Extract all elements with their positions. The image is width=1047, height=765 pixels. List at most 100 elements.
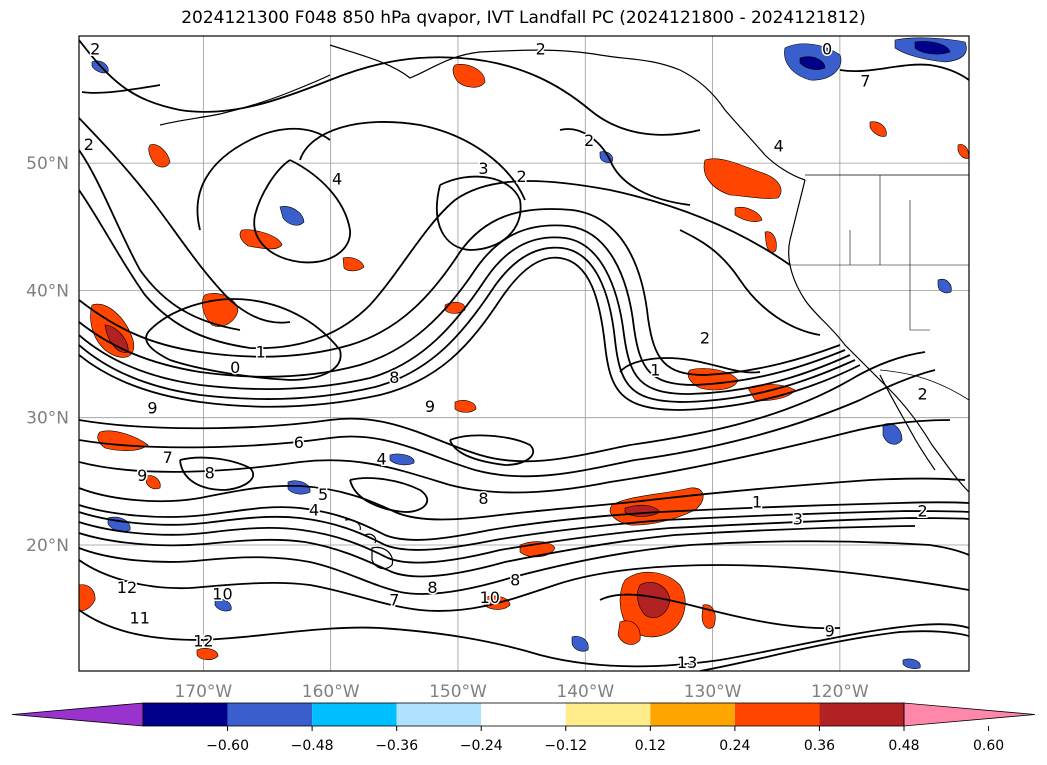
colorbar: −0.60 −0.48 −0.36 −0.24 −0.12 0.12 0.24 0.36 0.4… [11,702,1036,754]
lon-tick-label: 170°W [174,682,232,702]
ivt-contour-line [79,419,951,494]
lon-tick-label: 120°W [811,682,869,702]
ivt-contour-line [79,236,851,395]
axis-tick-labels: 50°N 40°N 30°N 20°N 170°W 160°W 150°W 140°W 130°… [26,154,869,702]
colorbar-tick-label: 0.48 [888,738,919,754]
contour-label: 0 [822,40,832,59]
negative-anomaly-patch [902,658,921,669]
map-frame [78,35,970,672]
colorbar-segment [312,703,397,726]
contour-label: 2 [90,40,100,59]
contour-label: 9 [825,621,835,640]
colorbar-tick-label: 0.36 [804,738,835,754]
contour-label: 4 [376,449,386,468]
contour-label: 8 [205,463,215,482]
contour-label: 5 [318,485,328,504]
alaska-coast [329,44,806,181]
map-title: 2024121300 F048 850 hPa qvapor, IVT Land… [181,8,866,28]
ivt-contour-line [79,351,926,463]
contour-label: 8 [427,578,437,597]
ivt-contour-line [79,180,791,350]
ivt-contour-line [79,525,916,578]
positive-anomaly-patch [703,158,782,199]
ivt-contour-line [79,510,969,551]
contour-label: 4 [309,500,319,519]
north-america-coast [788,179,969,493]
contour-label: 1 [650,360,660,379]
contour-label: 10 [480,588,500,607]
colorbar-segment [143,703,228,726]
hawaii-islands [344,519,394,570]
positive-anomaly-patch [734,207,763,222]
ivt-contour-line [79,39,701,136]
contour-label: 7 [163,448,173,467]
contour-label: 2 [584,131,594,150]
ivt-contour-line [79,369,936,478]
baja-california [879,374,936,471]
colorbar-tick-label: −0.36 [375,738,418,754]
ivt-contour-line [79,117,291,324]
contour-label: 1 [256,343,266,362]
contour-label: 2 [918,502,928,521]
colorbar-segment [396,703,482,726]
ivt-contour-line [559,128,691,206]
contour-label: 2 [700,329,710,348]
contour-label: 12 [117,578,137,597]
negative-anomaly-patch [389,453,415,466]
positive-anomaly-patch [454,400,477,413]
colorbar-tick-label: 0.60 [973,738,1004,754]
ivt-contour-line [79,517,969,564]
lat-tick-label: 40°N [26,281,69,301]
contour-label: 9 [137,466,147,485]
contour-label: 9 [425,397,435,416]
contour-label: 2 [84,135,94,154]
contour-label: 9 [147,399,157,418]
contour-label: 12 [193,631,213,650]
state-border [909,200,930,331]
ivt-contour-line [79,501,969,541]
contour-label: 11 [130,609,150,628]
negative-anomaly-patch [937,279,952,294]
negative-anomaly-patch [279,206,305,226]
positive-anomaly-patch [869,121,887,137]
negative-anomaly-patch [287,480,311,495]
colorbar-extend-high [903,702,1036,727]
colorbar-segment [565,703,651,726]
lon-tick-label: 150°W [429,682,487,702]
ivt-contour-line [349,477,429,513]
positive-anomaly-patch [148,144,171,168]
ivt-contour-line [435,175,522,251]
ivt-contour-line [79,208,841,376]
ivt-contour-line [619,357,761,374]
colorbar-tick-label: 0.12 [635,738,666,754]
negative-anomaly-patch [214,598,232,612]
contour-label: 8 [478,489,488,508]
ivt-contour-line [699,630,969,671]
positive-anomaly-patch [764,231,777,253]
contour-label: 1 [752,493,762,512]
positive-anomaly-patch [444,301,466,314]
negative-anomaly-patch [784,43,842,81]
lat-tick-label: 20°N [26,536,69,556]
colorbar-tick-label: 0.24 [719,738,750,754]
positive-anomaly-patch [196,648,219,660]
colorbar-frame [142,702,905,727]
ivt-contour-line [839,63,969,81]
ivt-contour-line [599,593,841,630]
colorbar-tick-label: −0.48 [291,738,334,754]
colorbar-extend-low [11,702,144,727]
colorbar-tick-label: −0.12 [544,738,587,754]
colorbar-segment [227,703,313,726]
negative-anomaly-patch [571,635,589,652]
contour-label: 7 [860,71,870,90]
ivt-contour-line [145,298,342,381]
colorbar-segment [734,703,820,726]
contour-label: 8 [510,570,520,589]
contour-label: 2 [918,385,928,404]
coastlines [159,44,969,570]
contour-label: 10 [212,584,232,603]
positive-anomaly-patch [90,303,135,358]
positive-anomaly-patch [619,571,686,638]
colorbar-tick-label: −0.60 [206,738,249,754]
